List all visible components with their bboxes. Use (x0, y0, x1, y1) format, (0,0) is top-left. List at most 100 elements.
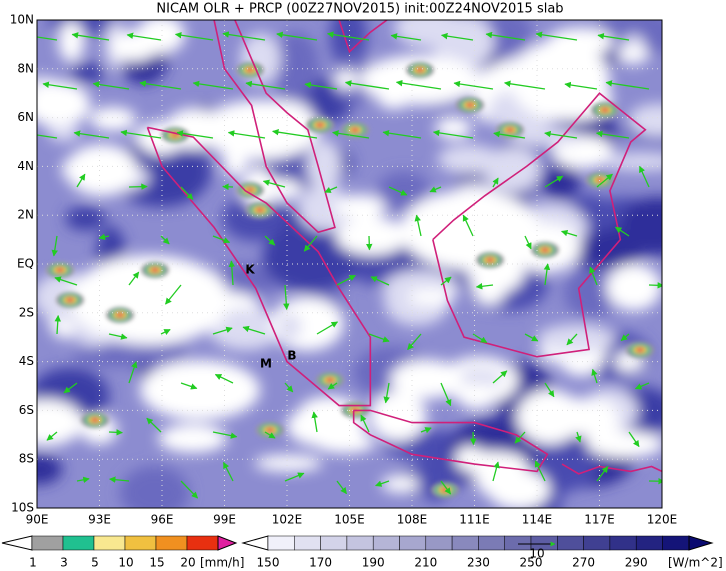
coastline (146, 126, 372, 407)
colorbar-box (267, 535, 295, 551)
coastline (213, 20, 336, 234)
wind-arrow (628, 431, 640, 448)
wind-arrow (472, 333, 488, 344)
wind-arrow (228, 260, 236, 286)
colorbar-box (635, 535, 663, 551)
olr-label: 230 (467, 556, 490, 570)
wind-arrow (262, 179, 286, 188)
olr-label: 270 (572, 556, 595, 570)
wind-arrow (591, 368, 598, 384)
x-axis-label: 111E (459, 513, 490, 527)
precip-cell (317, 123, 323, 127)
precip-cell (92, 418, 98, 422)
wind-arrow (51, 235, 58, 257)
colorbar-end (217, 535, 238, 551)
wind-arrow (614, 226, 630, 237)
olr-low (119, 465, 190, 508)
precip-cell (467, 103, 473, 107)
precip-unit: [mm/h] (200, 556, 244, 570)
wind-arrow (453, 80, 494, 90)
wind-arrow (304, 81, 338, 90)
olr-low (280, 163, 311, 184)
wind-arrow (440, 32, 474, 41)
wind-arrow (272, 128, 318, 139)
colorbar-box (372, 535, 400, 551)
wind-arrow (597, 32, 630, 41)
wind-arrow (76, 476, 90, 484)
map-frame (36, 19, 663, 509)
wind-arrow (311, 411, 318, 433)
wind-arrow (180, 186, 194, 200)
x-axis-label: 93E (88, 513, 111, 527)
y-axis-label: 4S (19, 354, 34, 368)
precip-cell (257, 208, 263, 212)
wind-arrow (589, 266, 598, 286)
precip-cell (637, 348, 643, 352)
wind-arrow (245, 80, 286, 90)
wind-arrow (543, 263, 551, 286)
olr-high (601, 153, 662, 171)
olr-high (306, 140, 342, 192)
colorbar-box (662, 535, 690, 551)
wind-arrow (73, 130, 110, 139)
wind-arrow (390, 33, 422, 41)
x-axis-label: 108E (397, 513, 428, 527)
wind-arrow (492, 370, 508, 384)
wind-arrow (370, 276, 390, 286)
wind-arrow (429, 186, 442, 193)
olr-high (510, 40, 610, 120)
olr-high (298, 185, 351, 232)
wind-arrow (544, 130, 578, 139)
wind-arrow (108, 333, 128, 340)
y-axis-label: 6S (19, 403, 34, 417)
wind-arrow (37, 134, 58, 139)
wind-arrow (283, 284, 290, 310)
wind-arrow (493, 130, 526, 139)
wind-arrow (566, 333, 578, 346)
precip-field (46, 62, 654, 498)
wind-arrow (128, 361, 138, 384)
wind-arrow (524, 235, 532, 250)
x-axis-label: 114E (522, 513, 553, 527)
wind-arrow (420, 427, 432, 434)
olr-high (334, 69, 359, 90)
wind-arrow (475, 283, 494, 290)
colorbar-box (504, 535, 532, 551)
wind-arrow (192, 80, 234, 90)
wind-arrow (514, 431, 526, 444)
precip-cell (67, 298, 73, 302)
precip-cell (417, 68, 423, 72)
wind-arrow (222, 183, 234, 191)
olr-label: 190 (362, 556, 385, 570)
olr-high (617, 46, 649, 65)
wind-arrow (383, 382, 390, 404)
wind-arrow (222, 461, 234, 482)
wind-arrow (76, 173, 86, 188)
precip-label: 1 (29, 556, 37, 570)
wind-arrow (620, 333, 630, 342)
wind-arrow (120, 129, 162, 139)
wind-arrow (284, 472, 305, 482)
wind-arrow (605, 80, 650, 90)
coastlines (146, 20, 662, 475)
y-axis-label: 8N (17, 61, 34, 75)
wind-arrow (596, 173, 613, 188)
precip-cell (117, 313, 123, 317)
x-axis-label: 102E (272, 513, 303, 527)
wind-arrow (368, 333, 390, 343)
olr-low (69, 62, 106, 84)
colorbar-box (31, 535, 64, 551)
wind-arrow (212, 431, 238, 439)
wind-arrow (544, 175, 564, 188)
wind-arrow (92, 81, 130, 90)
labels: 90E 93E 96E 99E 102E 105E 108E 111E 114E 117E 120E… (10, 13, 678, 527)
wind-arrow (63, 382, 78, 394)
colorbar-box (186, 535, 219, 551)
colorbar-box (294, 535, 321, 551)
x-axis-label: 99E (213, 513, 236, 527)
precip-label: 5 (91, 556, 99, 570)
wind-arrow (544, 382, 555, 398)
olr-high (254, 454, 323, 472)
colorbar-box (124, 535, 157, 551)
y-axis-label: 10S (11, 501, 34, 515)
